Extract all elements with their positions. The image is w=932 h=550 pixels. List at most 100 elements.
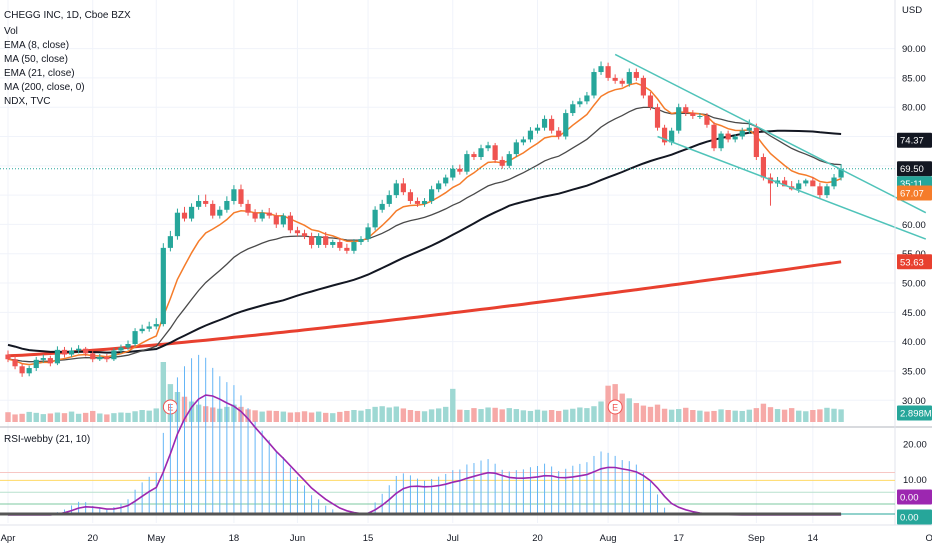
candle-body[interactable] bbox=[337, 242, 343, 248]
candle-body[interactable] bbox=[365, 227, 371, 240]
candle-body[interactable] bbox=[471, 154, 477, 158]
candle-body[interactable] bbox=[372, 209, 378, 228]
rsi-axis-tick[interactable]: 10.00 bbox=[903, 475, 927, 486]
candle-body[interactable] bbox=[104, 356, 110, 360]
candle-body[interactable] bbox=[527, 130, 534, 140]
channel-upper-line[interactable] bbox=[614, 53, 927, 214]
candle-body[interactable] bbox=[796, 183, 802, 190]
time-axis-tick[interactable]: 17 bbox=[673, 533, 684, 544]
candle-body[interactable] bbox=[824, 186, 830, 196]
candle-body[interactable] bbox=[160, 247, 166, 325]
candle-body[interactable] bbox=[301, 233, 308, 237]
candle-body[interactable] bbox=[626, 72, 632, 84]
candle-body[interactable] bbox=[457, 168, 463, 172]
time-axis-tick[interactable]: Aug bbox=[600, 533, 617, 544]
rsi-label[interactable]: RSI-webby (21, 10) bbox=[4, 434, 90, 445]
price-axis-tick[interactable]: 85.00 bbox=[902, 73, 926, 84]
candle-body[interactable] bbox=[669, 130, 675, 143]
candle-body[interactable] bbox=[817, 186, 823, 196]
candle-body[interactable] bbox=[534, 127, 541, 131]
candle-body[interactable] bbox=[316, 236, 322, 245]
candle-body[interactable] bbox=[393, 183, 399, 196]
candle-body[interactable] bbox=[746, 127, 752, 131]
candle-body[interactable] bbox=[167, 236, 173, 248]
time-axis-tick[interactable]: May bbox=[147, 533, 165, 544]
candle-body[interactable] bbox=[612, 77, 618, 81]
candle-body[interactable] bbox=[273, 215, 279, 225]
candle-body[interactable] bbox=[556, 130, 562, 137]
candle-body[interactable] bbox=[97, 356, 103, 360]
time-axis-tick[interactable]: 18 bbox=[229, 533, 240, 544]
rsi-axis-tick[interactable]: 20.00 bbox=[903, 440, 927, 451]
price-axis-tick[interactable]: 60.00 bbox=[902, 220, 926, 231]
candle-body[interactable] bbox=[429, 189, 435, 201]
candle-body[interactable] bbox=[266, 212, 272, 216]
candle-body[interactable] bbox=[224, 200, 230, 210]
price-axis-tick[interactable]: 80.00 bbox=[902, 103, 926, 114]
time-axis-tick[interactable]: Oct bbox=[925, 533, 932, 544]
candle-body[interactable] bbox=[203, 200, 209, 204]
indicator-ndx[interactable]: NDX, TVC bbox=[4, 96, 51, 107]
candle-body[interactable] bbox=[111, 350, 117, 360]
price-axis-tick[interactable]: 90.00 bbox=[902, 44, 926, 55]
indicator-ma200[interactable]: MA (200, close, 0) bbox=[4, 82, 85, 93]
candle-body[interactable] bbox=[188, 206, 195, 219]
candle-body[interactable] bbox=[12, 359, 18, 367]
candle-body[interactable] bbox=[661, 127, 668, 143]
candle-body[interactable] bbox=[287, 215, 293, 231]
price-axis-tick[interactable]: 45.00 bbox=[902, 308, 926, 319]
candle-body[interactable] bbox=[591, 72, 597, 96]
candle-body[interactable] bbox=[421, 200, 428, 204]
candle-body[interactable] bbox=[323, 236, 329, 245]
candle-body[interactable] bbox=[577, 101, 583, 105]
candle-body[interactable] bbox=[506, 154, 512, 166]
candle-body[interactable] bbox=[619, 80, 625, 84]
time-axis-tick[interactable]: 14 bbox=[808, 533, 819, 544]
candle-body[interactable] bbox=[280, 215, 286, 225]
candle-body[interactable] bbox=[344, 247, 350, 251]
candle-body[interactable] bbox=[68, 350, 75, 355]
time-axis-tick[interactable]: 15 bbox=[363, 533, 374, 544]
time-axis-tick[interactable]: Jul bbox=[447, 533, 459, 544]
earnings-marker[interactable] bbox=[607, 399, 623, 415]
candle-body[interactable] bbox=[549, 118, 555, 131]
candle-body[interactable] bbox=[520, 139, 526, 143]
candle-body[interactable] bbox=[5, 354, 11, 360]
candle-body[interactable] bbox=[54, 349, 61, 364]
time-axis-tick[interactable]: 20 bbox=[532, 533, 543, 544]
candle-body[interactable] bbox=[443, 177, 449, 184]
candle-body[interactable] bbox=[690, 113, 696, 116]
price-axis-tick[interactable]: 30.00 bbox=[902, 396, 926, 407]
candle-body[interactable] bbox=[330, 242, 336, 245]
candle-body[interactable] bbox=[450, 168, 456, 178]
candle-body[interactable] bbox=[513, 142, 519, 155]
candle-body[interactable] bbox=[414, 200, 421, 204]
candle-body[interactable] bbox=[33, 359, 39, 369]
candle-body[interactable] bbox=[217, 209, 223, 216]
candle-body[interactable] bbox=[308, 236, 315, 245]
candle-body[interactable] bbox=[753, 127, 759, 158]
candle-body[interactable] bbox=[407, 192, 414, 201]
candle-body[interactable] bbox=[231, 189, 237, 201]
candle-body[interactable] bbox=[760, 157, 767, 178]
currency-label[interactable]: USD bbox=[902, 5, 922, 16]
candle-body[interactable] bbox=[647, 95, 654, 108]
candle-body[interactable] bbox=[725, 133, 731, 140]
candle-body[interactable] bbox=[803, 180, 809, 184]
candle-body[interactable] bbox=[782, 180, 788, 187]
candle-body[interactable] bbox=[697, 115, 703, 117]
candle-body[interactable] bbox=[259, 212, 265, 219]
candle-body[interactable] bbox=[76, 348, 82, 351]
candle-body[interactable] bbox=[40, 358, 46, 360]
candle-body[interactable] bbox=[83, 348, 89, 354]
time-axis-tick[interactable]: Sep bbox=[748, 533, 765, 544]
candle-body[interactable] bbox=[810, 180, 816, 187]
candle-body[interactable] bbox=[563, 113, 569, 137]
time-axis[interactable]: Apr 20 May 18 Jun 15 Jul 20 Aug 17 Sep 14 Oct bbox=[1, 533, 932, 544]
candle-body[interactable] bbox=[739, 130, 745, 137]
candle-body[interactable] bbox=[146, 326, 152, 329]
candle-body[interactable] bbox=[386, 195, 392, 204]
candle-body[interactable] bbox=[181, 212, 188, 219]
price-axis-tick[interactable]: 40.00 bbox=[902, 337, 926, 348]
